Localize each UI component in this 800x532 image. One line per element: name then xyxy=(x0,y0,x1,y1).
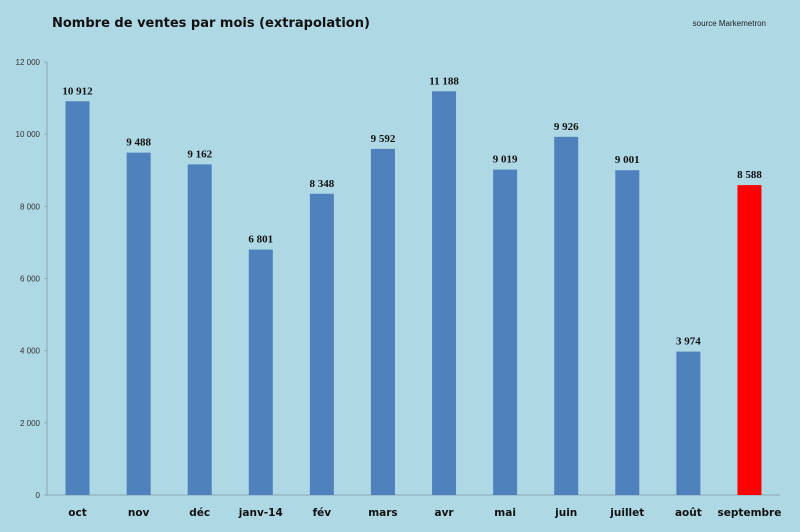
data-label-oct: 10 912 xyxy=(62,85,93,97)
bars-group xyxy=(65,91,762,496)
chart-title: Nombre de ventes par mois (extrapolation… xyxy=(52,16,370,31)
data-label-janv-14: 6 801 xyxy=(248,234,273,246)
bar-septembre xyxy=(737,185,762,495)
x-tick-label-mai: mai xyxy=(494,507,516,519)
x-tick-label-mars: mars xyxy=(368,507,397,519)
y-tick-label: 12 000 xyxy=(16,58,41,67)
y-tick-label: 8 000 xyxy=(20,202,41,211)
bar-avr xyxy=(432,91,457,495)
x-tick-label-juin: juin xyxy=(554,507,577,519)
bar-fév xyxy=(309,193,334,495)
x-tick-label-fév: fév xyxy=(313,507,332,519)
data-label-avr: 11 188 xyxy=(429,75,459,87)
bar-août xyxy=(676,351,701,495)
y-tick-label: 2 000 xyxy=(20,419,41,428)
bar-déc xyxy=(187,164,212,496)
bar-juin xyxy=(554,136,579,495)
bar-oct xyxy=(65,101,90,495)
x-tick-label-nov: nov xyxy=(128,507,150,519)
x-tick-label-septembre: septembre xyxy=(718,507,782,519)
y-tick-label: 4 000 xyxy=(20,347,41,356)
bar-janv-14 xyxy=(248,249,273,495)
y-axis-ticks: 0 2 000 4 000 6 000 8 000 10 000 12 000 xyxy=(16,58,47,500)
x-tick-label-avr: avr xyxy=(434,507,454,519)
bar-mai xyxy=(493,169,518,495)
x-tick-label-août: août xyxy=(675,507,702,519)
x-tick-label-janv-14: janv-14 xyxy=(238,507,283,519)
data-label-mai: 9 019 xyxy=(493,154,518,166)
y-tick-label: 10 000 xyxy=(16,130,41,139)
x-tick-label-déc: déc xyxy=(189,507,210,519)
bar-mars xyxy=(370,148,395,495)
data-label-fév: 8 348 xyxy=(310,178,335,190)
data-label-déc: 9 162 xyxy=(187,148,212,160)
data-label-juillet: 9 001 xyxy=(615,154,640,166)
y-tick-label: 0 xyxy=(36,491,41,500)
data-labels-group: 10 912 9 488 9 162 6 801 8 348 9 592 11 188 9 0… xyxy=(62,75,762,347)
data-label-nov: 9 488 xyxy=(126,137,151,149)
chart-source: source Markemetron xyxy=(693,19,766,28)
data-label-août: 3 974 xyxy=(676,336,701,348)
data-label-septembre: 8 588 xyxy=(737,169,762,181)
x-axis-labels: oct nov déc janv-14 fév mars avr mai juin juillet… xyxy=(68,507,781,519)
x-tick-label-juillet: juillet xyxy=(609,507,644,519)
data-label-juin: 9 926 xyxy=(554,121,579,133)
bar-nov xyxy=(126,152,151,495)
y-tick-label: 6 000 xyxy=(20,275,41,284)
x-tick-label-oct: oct xyxy=(68,507,86,519)
data-label-mars: 9 592 xyxy=(371,133,396,145)
bar-juillet xyxy=(615,170,640,495)
